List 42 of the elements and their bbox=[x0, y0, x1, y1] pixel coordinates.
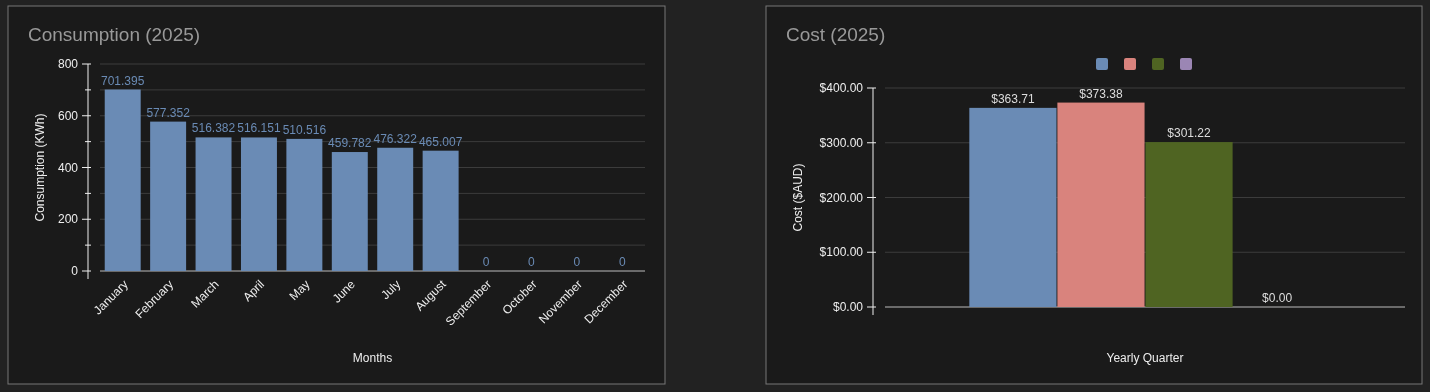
data-label: 701.395 bbox=[101, 73, 145, 88]
y-tick-label: 400 bbox=[57, 160, 79, 175]
x-axis-title: Yearly Quarter bbox=[1106, 351, 1184, 365]
y-axis-title: Cost ($AUD) bbox=[791, 163, 805, 232]
y-tick-label: 600 bbox=[57, 108, 79, 123]
data-label: $0.00 bbox=[1262, 291, 1293, 305]
y-tick-label: $0.00 bbox=[832, 300, 864, 315]
data-label: 0 bbox=[528, 255, 536, 269]
data-label: 0 bbox=[482, 255, 490, 269]
y-tick-label: 800 bbox=[57, 57, 79, 72]
bar bbox=[377, 147, 414, 271]
data-label: 0 bbox=[618, 255, 626, 269]
data-label: 577.352 bbox=[146, 105, 191, 120]
bar bbox=[286, 138, 323, 271]
x-tick-label: July bbox=[378, 277, 404, 303]
bar bbox=[195, 137, 232, 271]
data-label: 510.516 bbox=[282, 122, 327, 137]
data-label: 516.151 bbox=[237, 121, 281, 136]
x-axis-title: Months bbox=[352, 351, 393, 365]
data-label: 476.322 bbox=[373, 131, 418, 146]
x-tick-label: May bbox=[286, 277, 313, 304]
data-label: $373.38 bbox=[1079, 86, 1123, 101]
y-tick-label: $100.00 bbox=[819, 245, 864, 260]
data-label: $363.71 bbox=[991, 91, 1035, 106]
bar bbox=[240, 137, 277, 271]
y-tick-label: $300.00 bbox=[819, 135, 864, 150]
chart-title: Consumption (2025) bbox=[28, 24, 201, 45]
bar bbox=[150, 121, 187, 271]
bar bbox=[104, 89, 141, 271]
y-tick-label: 0 bbox=[71, 264, 79, 279]
y-axis-title: Consumption (KWh) bbox=[33, 113, 47, 222]
data-label: $301.22 bbox=[1167, 126, 1212, 141]
data-label: 465.007 bbox=[418, 134, 463, 149]
chart-title: Cost (2025) bbox=[786, 24, 886, 45]
y-tick-label: $400.00 bbox=[819, 81, 864, 96]
data-label: 459.782 bbox=[328, 136, 372, 151]
data-label: 516.382 bbox=[191, 121, 236, 136]
y-tick-label: 200 bbox=[57, 212, 79, 227]
data-label: 0 bbox=[573, 255, 581, 269]
y-tick-label: $200.00 bbox=[819, 190, 864, 205]
bar bbox=[422, 150, 459, 271]
bar bbox=[331, 152, 368, 271]
